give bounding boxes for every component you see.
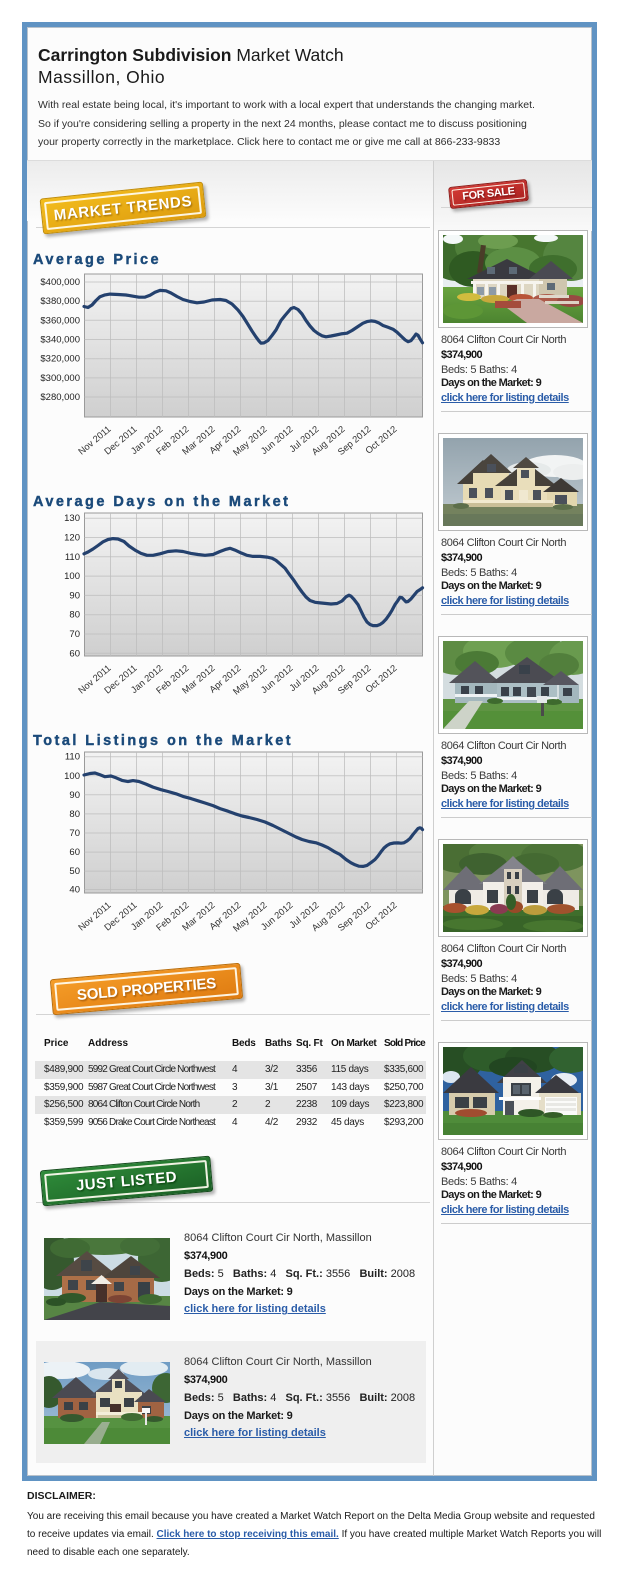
svg-text:100: 100 <box>64 571 80 582</box>
svg-text:$360,000: $360,000 <box>40 315 80 326</box>
svg-text:60: 60 <box>69 648 80 659</box>
svg-text:90: 90 <box>69 790 80 801</box>
svg-text:70: 70 <box>69 828 80 839</box>
svg-text:110: 110 <box>65 552 80 563</box>
svg-text:80: 80 <box>69 610 80 621</box>
svg-text:40: 40 <box>69 885 80 896</box>
svg-text:$280,000: $280,000 <box>40 392 80 403</box>
svg-text:90: 90 <box>69 590 80 601</box>
svg-text:60: 60 <box>69 847 80 858</box>
svg-text:110: 110 <box>65 752 80 763</box>
svg-text:$300,000: $300,000 <box>40 373 80 384</box>
svg-text:$320,000: $320,000 <box>40 354 80 365</box>
svg-text:100: 100 <box>64 771 80 782</box>
svg-text:120: 120 <box>64 533 80 544</box>
svg-text:$400,000: $400,000 <box>40 277 80 288</box>
svg-text:130: 130 <box>64 513 80 524</box>
svg-text:70: 70 <box>69 629 80 640</box>
svg-text:80: 80 <box>69 809 80 820</box>
svg-text:$380,000: $380,000 <box>40 296 80 307</box>
svg-text:50: 50 <box>69 866 80 877</box>
svg-text:$340,000: $340,000 <box>40 335 80 346</box>
